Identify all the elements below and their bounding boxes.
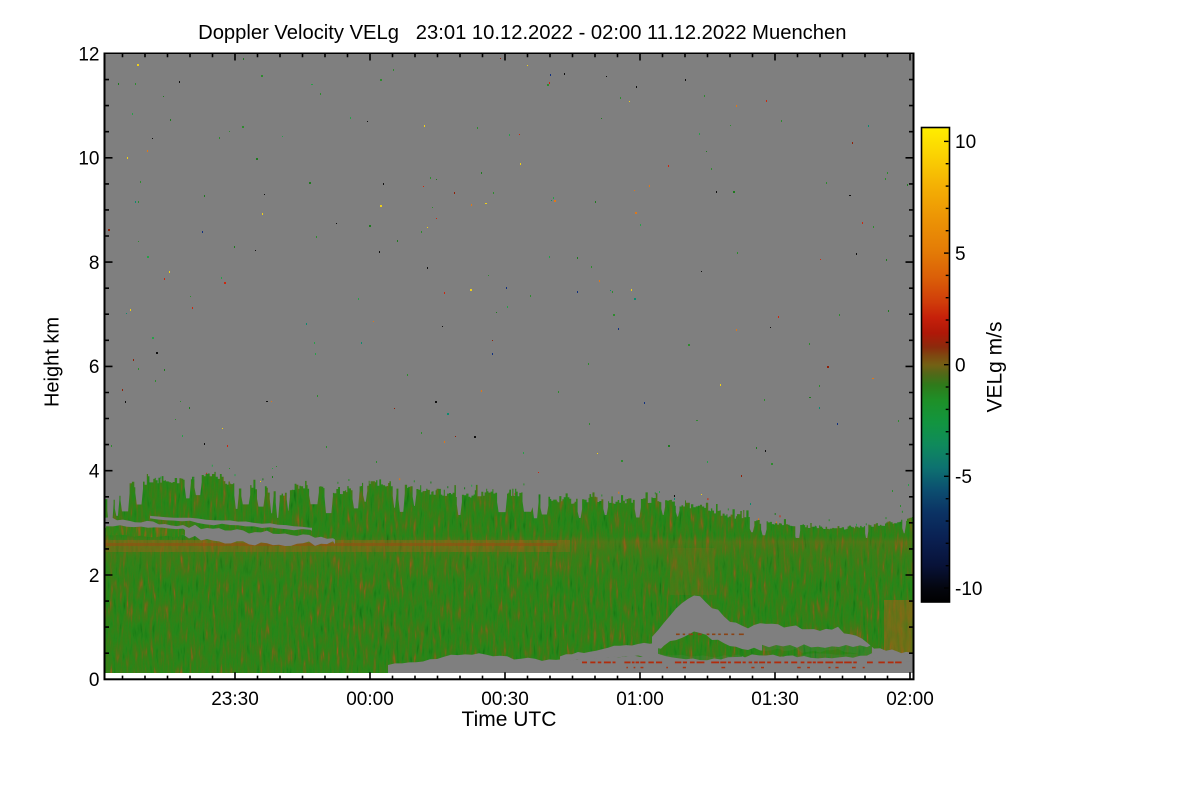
svg-text:0: 0 — [955, 356, 966, 377]
svg-text:-5: -5 — [955, 467, 972, 488]
svg-text:0: 0 — [89, 670, 100, 691]
svg-text:12: 12 — [78, 44, 99, 65]
svg-text:-10: -10 — [955, 579, 982, 600]
svg-text:10: 10 — [78, 149, 99, 170]
svg-text:4: 4 — [89, 462, 100, 483]
svg-text:VELg m/s: VELg m/s — [984, 321, 1007, 412]
svg-text:Height km: Height km — [42, 317, 64, 407]
svg-text:Time UTC: Time UTC — [462, 708, 557, 731]
svg-text:Doppler Velocity VELg 23:01: Doppler Velocity VELg 23:01 10.12.2022 -… — [198, 22, 846, 44]
svg-text:00:30: 00:30 — [481, 689, 529, 710]
svg-text:5: 5 — [955, 244, 966, 265]
svg-text:23:30: 23:30 — [211, 689, 259, 710]
svg-text:6: 6 — [89, 357, 100, 378]
svg-text:00:00: 00:00 — [346, 689, 394, 710]
svg-text:2: 2 — [89, 566, 100, 587]
svg-text:02:00: 02:00 — [886, 689, 934, 710]
svg-text:01:00: 01:00 — [616, 689, 664, 710]
svg-text:10: 10 — [955, 132, 976, 153]
svg-text:01:30: 01:30 — [751, 689, 799, 710]
svg-text:8: 8 — [89, 253, 100, 274]
